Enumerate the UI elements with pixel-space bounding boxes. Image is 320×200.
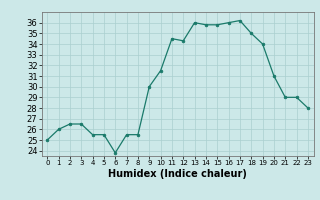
X-axis label: Humidex (Indice chaleur): Humidex (Indice chaleur)	[108, 169, 247, 179]
